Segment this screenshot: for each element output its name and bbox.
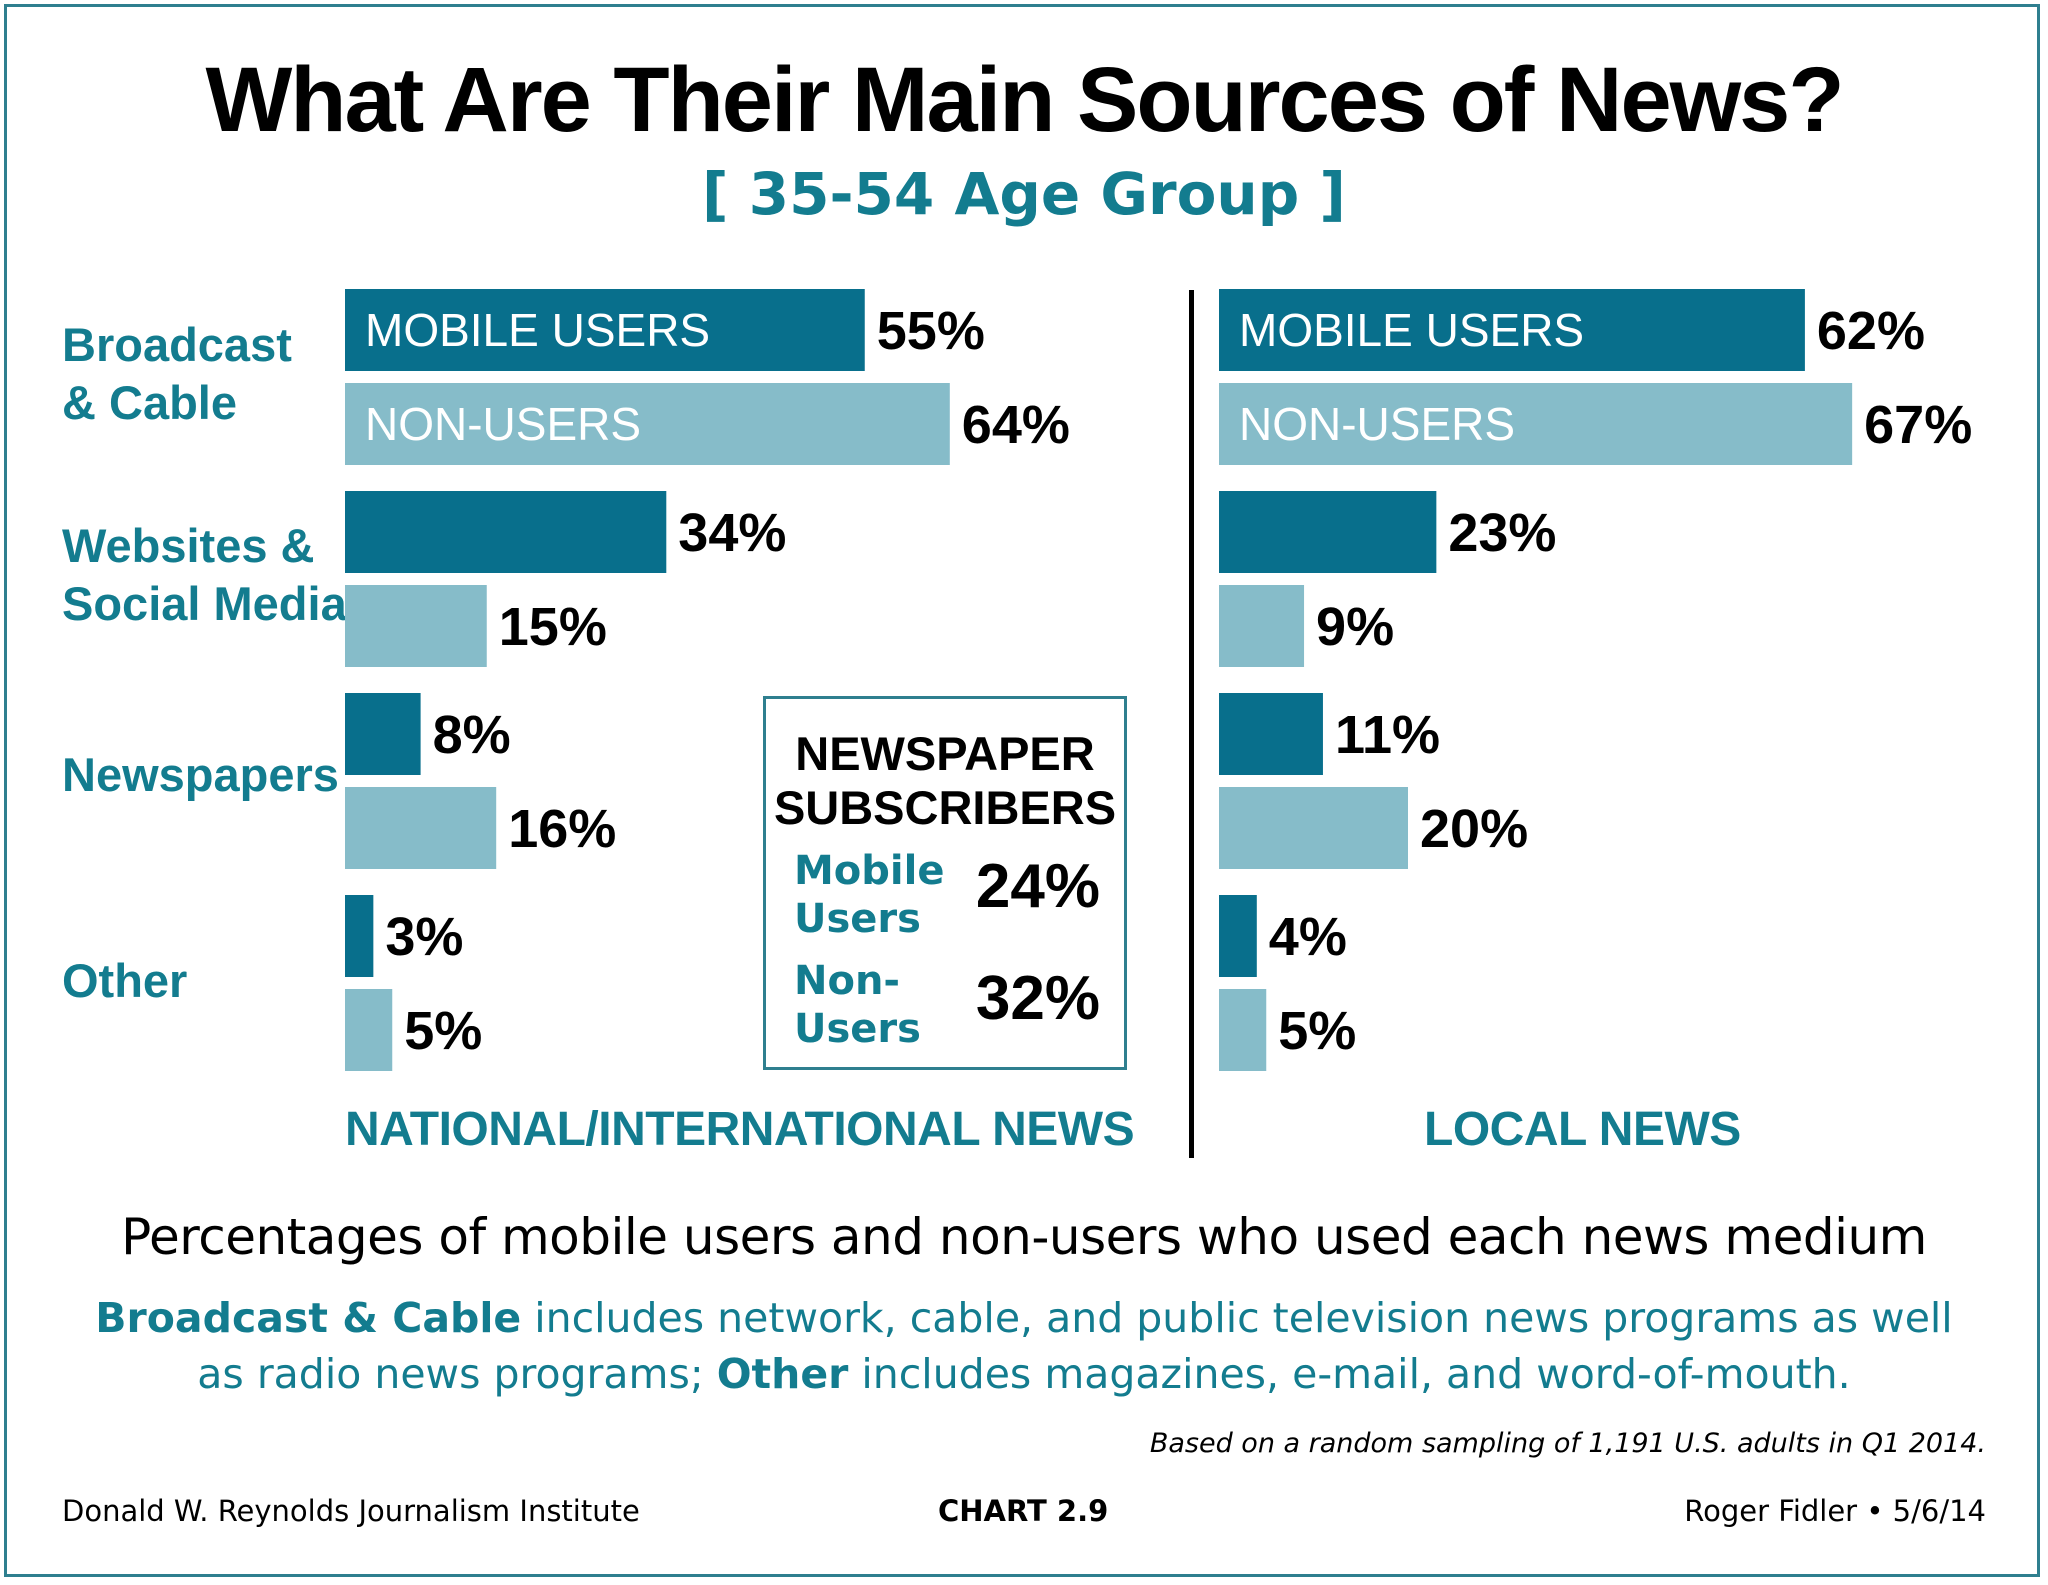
value-label-national-other-mobile: 3% bbox=[385, 907, 463, 967]
chart-frame bbox=[4, 4, 2040, 1577]
callout-label-nonusers: Non- Users bbox=[794, 958, 921, 1052]
value-label-national-broadcast-mobile: 55% bbox=[877, 301, 985, 361]
note-term-other: Other bbox=[716, 1350, 849, 1398]
footer-author-date: Roger Fidler • 5/6/14 bbox=[1684, 1494, 1986, 1528]
footer-institute: Donald W. Reynolds Journalism Institute bbox=[62, 1494, 640, 1528]
callout-title: NEWSPAPER SUBSCRIBERS bbox=[773, 727, 1117, 834]
bar-local-newspapers-nonusers bbox=[1219, 787, 1408, 869]
value-label-local-newspapers-mobile: 11% bbox=[1335, 705, 1440, 765]
value-label-national-newspapers-nonusers: 16% bbox=[508, 799, 616, 859]
bar-local-other-mobile bbox=[1219, 895, 1257, 977]
category-label-websites: Websites & Social Media bbox=[62, 519, 347, 630]
legend-in-bar-local-nonusers: NON-USERS bbox=[1239, 398, 1515, 450]
bar-national-broadcast-mobile bbox=[345, 289, 865, 371]
bar-local-broadcast-mobile bbox=[1219, 289, 1805, 371]
value-label-local-other-nonusers: 5% bbox=[1278, 1001, 1356, 1061]
bar-national-websites-nonusers bbox=[345, 585, 487, 667]
value-label-local-websites-nonusers: 9% bbox=[1316, 597, 1394, 657]
note-text-broadcast: includes network, cable, and public tele… bbox=[197, 1294, 1953, 1398]
legend-in-bar-local-mobile: MOBILE USERS bbox=[1239, 304, 1584, 356]
bar-local-broadcast-nonusers bbox=[1219, 383, 1853, 465]
value-label-national-other-nonusers: 5% bbox=[404, 1001, 482, 1061]
chart-title: What Are Their Main Sources of News? bbox=[205, 49, 1844, 151]
category-label-broadcast: Broadcast & Cable bbox=[62, 318, 292, 429]
bar-local-websites-mobile bbox=[1219, 491, 1437, 573]
bar-national-broadcast-nonusers bbox=[345, 383, 950, 465]
category-label-newspapers: Newspapers bbox=[62, 748, 339, 801]
panel-label-local: LOCAL NEWS bbox=[1424, 1103, 1741, 1156]
category-label-other: Other bbox=[62, 954, 188, 1007]
value-label-local-websites-mobile: 23% bbox=[1448, 503, 1556, 563]
value-label-local-broadcast-nonusers: 67% bbox=[1864, 395, 1972, 455]
value-label-local-other-mobile: 4% bbox=[1269, 907, 1347, 967]
value-label-national-websites-nonusers: 15% bbox=[499, 597, 607, 657]
chart-caption: Percentages of mobile users and non-user… bbox=[121, 1208, 1927, 1266]
value-label-national-websites-mobile: 34% bbox=[678, 503, 786, 563]
bar-national-other-mobile bbox=[345, 895, 374, 977]
legend-in-bar-national-mobile: MOBILE USERS bbox=[365, 304, 710, 356]
bar-national-other-nonusers bbox=[345, 989, 393, 1071]
value-label-local-newspapers-nonusers: 20% bbox=[1420, 799, 1528, 859]
source-note: Based on a random sampling of 1,191 U.S.… bbox=[1149, 1428, 1986, 1459]
legend-in-bar-national-nonusers: NON-USERS bbox=[365, 398, 641, 450]
callout-value-mobile: 24% bbox=[975, 852, 1100, 921]
newspaper-subscribers-callout: NEWSPAPER SUBSCRIBERS Mobile Users 24% N… bbox=[763, 696, 1127, 1070]
panel-label-national: NATIONAL/INTERNATIONAL NEWS bbox=[345, 1103, 1135, 1156]
bar-national-newspapers-nonusers bbox=[345, 787, 497, 869]
bar-local-newspapers-mobile bbox=[1219, 693, 1323, 775]
value-label-national-newspapers-mobile: 8% bbox=[433, 705, 511, 765]
note-text-other: includes magazines, e-mail, and word-of-… bbox=[848, 1350, 1851, 1398]
panel-divider bbox=[1189, 290, 1194, 1158]
value-label-national-broadcast-nonusers: 64% bbox=[962, 395, 1070, 455]
definitions-note: Broadcast & Cable includes network, cabl… bbox=[90, 1290, 1958, 1402]
bar-local-other-nonusers bbox=[1219, 989, 1267, 1071]
chart-subtitle: [ 35-54 Age Group ] bbox=[702, 160, 1346, 228]
value-label-local-broadcast-mobile: 62% bbox=[1817, 301, 1925, 361]
footer-chart-number: CHART 2.9 bbox=[938, 1494, 1109, 1528]
bar-local-websites-nonusers bbox=[1219, 585, 1305, 667]
note-term-broadcast: Broadcast & Cable bbox=[95, 1294, 522, 1342]
callout-value-nonusers: 32% bbox=[975, 964, 1100, 1033]
bar-national-websites-mobile bbox=[345, 491, 667, 573]
callout-label-mobile: Mobile Users bbox=[794, 848, 945, 942]
bar-national-newspapers-mobile bbox=[345, 693, 421, 775]
